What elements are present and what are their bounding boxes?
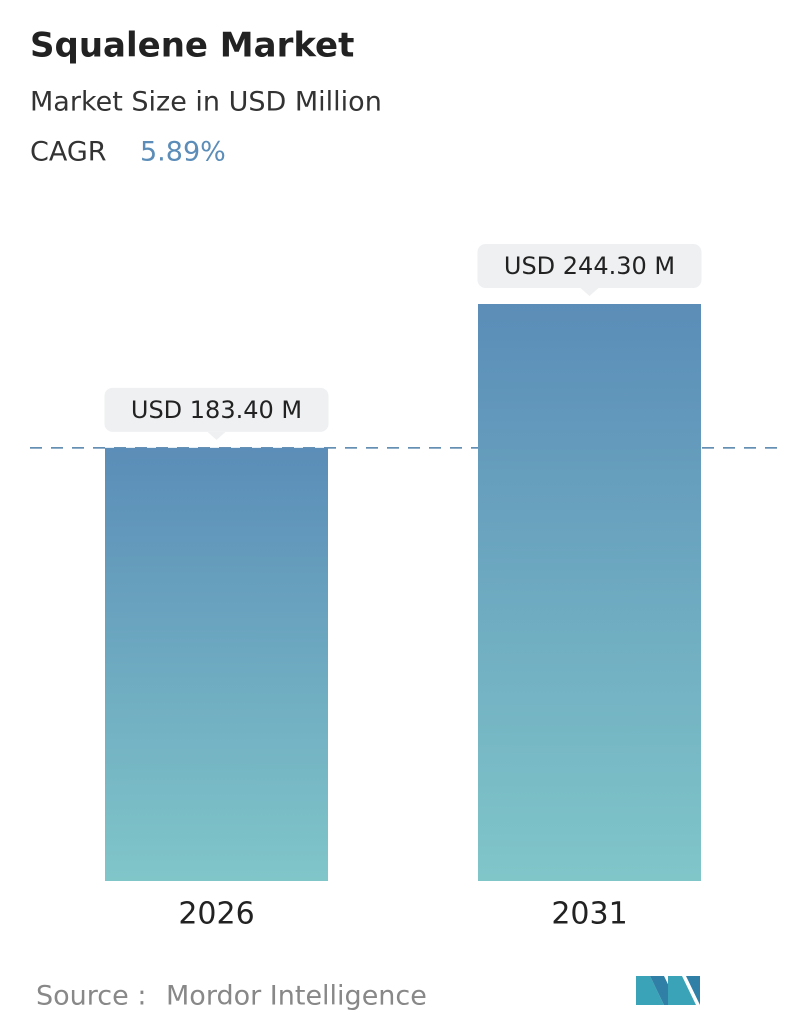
source-label: Source : [36, 981, 146, 1012]
x-tick-label: 2026 [178, 897, 254, 932]
value-label-box [477, 244, 702, 288]
value-label-box [104, 387, 329, 432]
value-label-pointer [207, 431, 226, 440]
cagr-label: CAGR [30, 137, 107, 168]
chart-subtitle: Market Size in USD Million [30, 87, 382, 118]
x-tick-label: 2031 [551, 897, 627, 932]
bar [478, 304, 701, 881]
bar [105, 447, 328, 881]
value-label-pointer [580, 288, 599, 296]
value-label: USD 183.40 M [131, 396, 302, 424]
source: Mordor Intelligence [166, 981, 427, 1012]
cagr-value: 5.89% [140, 137, 226, 168]
value-label: USD 244.30 M [504, 252, 675, 280]
logo [636, 976, 700, 1005]
chart-title: Squalene Market [30, 26, 354, 66]
